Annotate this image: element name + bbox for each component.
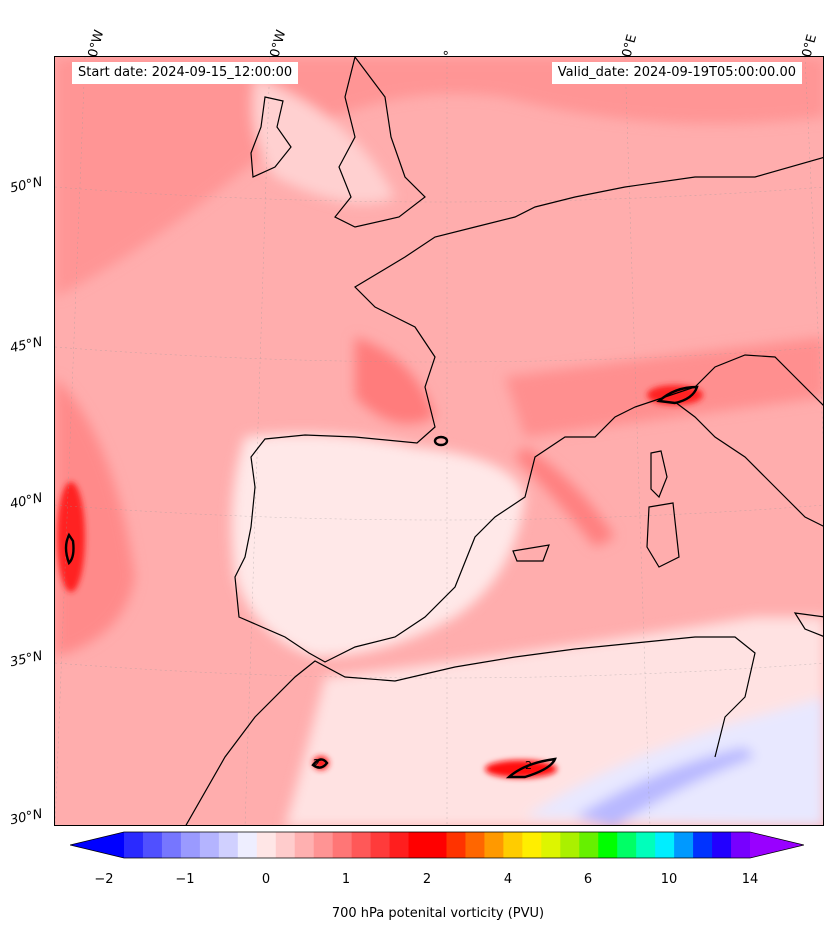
pv-low-iberia — [231, 433, 525, 657]
contour-pyrenees — [433, 435, 449, 447]
pv-low-england — [252, 77, 395, 204]
colorbar-segment — [275, 832, 296, 858]
contour-atlantic — [64, 532, 75, 566]
graticule — [55, 57, 823, 825]
colorbar-segment — [199, 832, 220, 858]
colorbar-segment — [256, 832, 277, 858]
start-date-text: Start date: 2024-09-15_12:00:00 — [78, 65, 293, 80]
colorbar-segment — [712, 832, 732, 858]
pv-band-north — [55, 57, 823, 297]
colorbar-segment — [180, 832, 201, 858]
colorbar-segment — [332, 832, 353, 858]
valid-date-box: Valid_date: 2024-09-19T05:00:00.00 — [551, 62, 802, 84]
map-panel: 2 2 — [54, 56, 824, 826]
lat-label-45n: 45°N — [8, 334, 44, 357]
colorbar-segment — [522, 832, 542, 858]
colorbar-segment — [731, 832, 751, 858]
colorbar-label: 700 hPa potenital vorticity (PVU) — [331, 906, 545, 921]
start-date-box: Start date: 2024-09-15_12:00:00 — [72, 62, 299, 84]
colorbar-segment — [484, 832, 504, 858]
colorbar-segment — [124, 832, 144, 858]
cb-tick-2: 2 — [422, 872, 432, 887]
cb-tick-neg2: −2 — [94, 872, 114, 887]
contour-morocco — [311, 758, 329, 769]
lat-label-50n: 50°N — [8, 174, 44, 197]
colorbar-segment — [370, 832, 391, 858]
lat-label-40n: 40°N — [8, 490, 44, 513]
pv-field-map: 2 2 — [55, 57, 823, 825]
colorbar-segment — [541, 832, 561, 858]
colorbar-segment — [142, 832, 163, 858]
coastlines — [185, 57, 823, 825]
colorbar-segment — [351, 832, 372, 858]
pv-band-balearic — [515, 447, 615, 547]
colorbar-arrow-min — [70, 832, 124, 858]
contour-alps — [656, 385, 699, 405]
coast-sardinia — [646, 502, 680, 568]
colorbar-segment — [313, 832, 334, 858]
pv-negative-sahara — [525, 697, 823, 825]
lat-label-30n: 30°N — [8, 806, 44, 829]
colorbar-segment — [465, 832, 485, 858]
coast-sicily — [793, 612, 823, 637]
colorbar-segment — [237, 832, 258, 858]
colorbar-segment — [218, 832, 239, 858]
lat-label-35n: 35°N — [8, 648, 44, 671]
cb-tick-neg1: −1 — [175, 872, 195, 887]
cb-tick-14: 14 — [741, 872, 759, 887]
valid-date-text: Valid_date: 2024-09-19T05:00:00.00 — [557, 65, 796, 80]
colorbar-arrow-max — [750, 832, 804, 858]
contour-label-morocco: 2 — [313, 757, 320, 770]
colorbar-segment — [294, 832, 315, 858]
colorbar-segment — [427, 832, 447, 858]
colorbar-segment — [655, 832, 675, 858]
colorbar — [70, 831, 804, 859]
pv-band-biscay — [355, 337, 435, 424]
colorbar-segment — [560, 832, 580, 858]
colorbar-segment — [408, 832, 429, 858]
coast-italy — [674, 401, 823, 527]
coast-north-africa — [185, 636, 756, 825]
colorbar-segment — [693, 832, 713, 858]
coast-britain — [334, 57, 426, 228]
contours-2pvu — [64, 385, 699, 779]
colorbar-segment — [389, 832, 410, 858]
cb-tick-0: 0 — [261, 872, 271, 887]
colorbar-segment — [503, 832, 523, 858]
colorbar-segment — [598, 832, 618, 858]
pv-negative-core — [575, 747, 755, 825]
colorbar-segment — [579, 832, 599, 858]
coast-balearic — [512, 544, 550, 562]
coast-europe — [234, 156, 823, 663]
cb-tick-1: 1 — [341, 872, 351, 887]
colorbar-segment — [161, 832, 182, 858]
colorbar-segment — [636, 832, 656, 858]
cb-tick-10: 10 — [660, 872, 678, 887]
contour-atlas — [505, 757, 557, 779]
colorbar-segment — [674, 832, 694, 858]
colorbar-segment — [617, 832, 637, 858]
contour-label-atlas: 2 — [525, 759, 532, 772]
cb-tick-4: 4 — [503, 872, 513, 887]
coast-corsica — [650, 450, 668, 499]
coast-ireland — [250, 96, 292, 178]
cb-tick-6: 6 — [583, 872, 593, 887]
colorbar-outline — [70, 831, 804, 859]
colorbar-segment — [446, 832, 466, 858]
